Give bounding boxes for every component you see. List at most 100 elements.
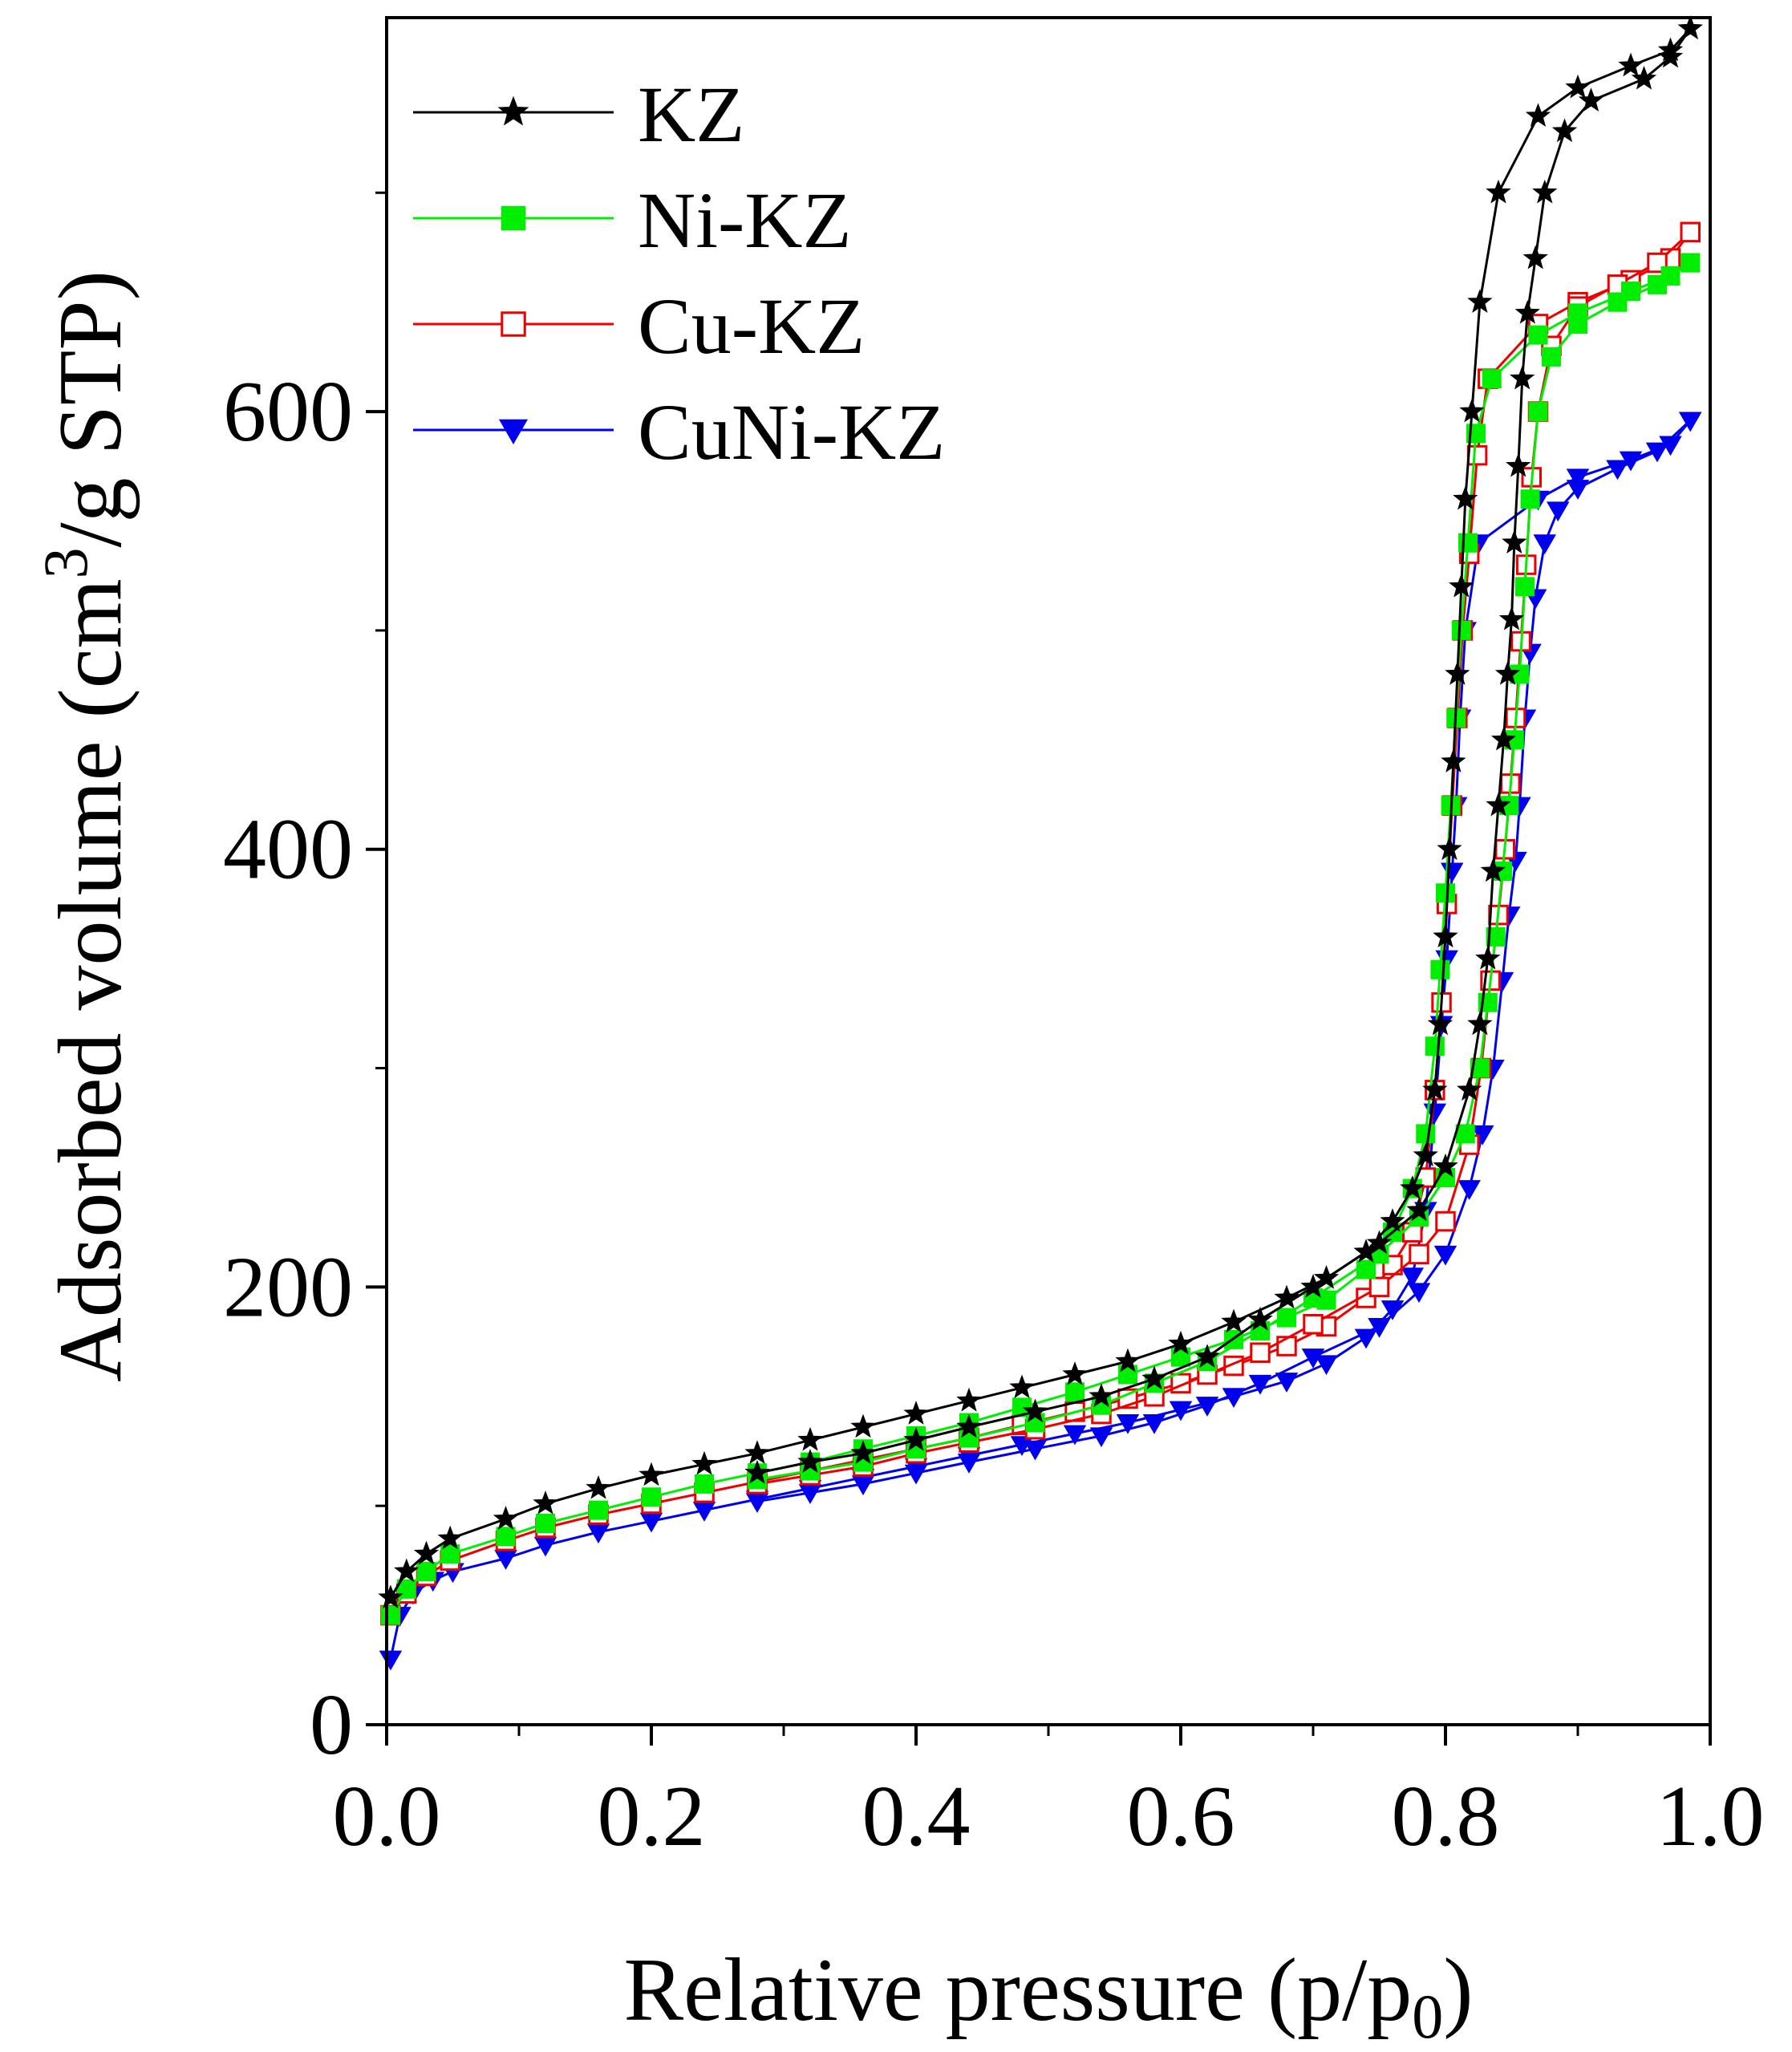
point-kz-adsorption-31 xyxy=(1449,573,1474,598)
point-kz-adsorption-28 xyxy=(1437,836,1462,861)
legend-label-cu-kz: Cu-KZ xyxy=(638,282,865,371)
point-kz-desorption-5 xyxy=(1532,179,1558,204)
legend-marker-cuni-kz xyxy=(498,419,529,445)
point-cuni-kz-adsorption-17 xyxy=(1116,1414,1140,1434)
point-kz-desorption-29 xyxy=(903,1426,929,1451)
x-tick-label-1: 0.2 xyxy=(598,1769,706,1864)
point-kz-adsorption-37 xyxy=(1565,74,1591,99)
point-kz-desorption-18 xyxy=(1457,1077,1482,1101)
x-tick-label-4: 0.8 xyxy=(1392,1769,1500,1864)
legend-item-cu-kz: Cu-KZ xyxy=(413,282,865,371)
y-tick-label-1: 200 xyxy=(223,1239,353,1335)
point-ni-kz-adsorption-25 xyxy=(1425,1036,1445,1056)
point-ni-kz-desorption-6 xyxy=(1520,489,1540,509)
point-kz-adsorption-24 xyxy=(1413,1142,1438,1166)
point-cuni-kz-adsorption-18 xyxy=(1169,1401,1193,1421)
point-ni-kz-adsorption-2 xyxy=(416,1562,436,1582)
point-kz-adsorption-13 xyxy=(956,1387,982,1412)
point-ni-kz-desorption-2 xyxy=(1608,292,1628,312)
point-ni-kz-adsorption-15 xyxy=(1065,1382,1085,1402)
point-kz-desorption-0 xyxy=(1677,15,1703,39)
x-tick-label-3: 0.6 xyxy=(1127,1769,1235,1864)
point-cuni-kz-adsorption-36 xyxy=(1619,451,1643,472)
point-kz-desorption-7 xyxy=(1514,299,1540,324)
point-cu-kz-desorption-0 xyxy=(1680,221,1701,243)
point-cuni-kz-desorption-25 xyxy=(957,1454,981,1474)
point-kz-adsorption-12 xyxy=(903,1401,929,1425)
point-kz-desorption-21 xyxy=(1366,1230,1393,1255)
x-axis-label: Relative pressure (p/p0) xyxy=(623,1940,1473,2051)
point-ni-kz-adsorption-8 xyxy=(695,1474,714,1494)
point-kz-adsorption-0 xyxy=(378,1584,403,1609)
point-kz-desorption-28 xyxy=(956,1413,982,1438)
point-kz-desorption-27 xyxy=(1022,1398,1048,1423)
point-kz-adsorption-30 xyxy=(1445,661,1470,685)
point-cuni-kz-desorption-15 xyxy=(1458,1180,1481,1200)
point-kz-adsorption-5 xyxy=(533,1490,558,1515)
point-cu-kz-desorption-18 xyxy=(1368,1276,1390,1298)
legend-label-kz: KZ xyxy=(638,70,744,159)
point-kz-desorption-3 xyxy=(1578,87,1604,112)
point-cuni-kz-desorption-19 xyxy=(1301,1348,1325,1369)
point-cuni-kz-desorption-23 xyxy=(1089,1427,1113,1448)
point-kz-desorption-32 xyxy=(744,1459,770,1484)
point-kz-adsorption-11 xyxy=(850,1413,876,1438)
point-kz-adsorption-18 xyxy=(1221,1308,1247,1333)
point-ni-kz-desorption-5 xyxy=(1528,402,1548,422)
point-cuni-kz-adsorption-20 xyxy=(1275,1373,1299,1393)
point-kz-desorption-1 xyxy=(1657,43,1684,68)
point-kz-desorption-2 xyxy=(1631,65,1657,90)
point-cuni-kz-desorption-0 xyxy=(1679,412,1702,432)
point-kz-adsorption-2 xyxy=(413,1540,440,1565)
point-kz-adsorption-33 xyxy=(1459,398,1485,423)
series-line-kz-desorption xyxy=(756,27,1692,1474)
x-tick-label-2: 0.4 xyxy=(862,1769,971,1864)
y-tick-label-2: 400 xyxy=(223,802,353,898)
point-cuni-kz-adsorption-23 xyxy=(1380,1300,1405,1320)
point-ni-kz-adsorption-0 xyxy=(380,1605,400,1625)
point-cu-kz-desorption-17 xyxy=(1409,1243,1429,1265)
point-kz-adsorption-14 xyxy=(1009,1374,1035,1399)
point-cuni-kz-desorption-3 xyxy=(1566,480,1590,500)
point-cuni-kz-desorption-14 xyxy=(1470,1125,1494,1146)
point-ni-kz-adsorption-16 xyxy=(1118,1365,1137,1385)
series-line-cuni-kz-desorption xyxy=(756,419,1692,1503)
point-kz-desorption-6 xyxy=(1522,245,1548,270)
point-cuni-kz-desorption-29 xyxy=(745,1493,769,1513)
point-cuni-kz-desorption-4 xyxy=(1547,501,1570,522)
point-cuni-kz-adsorption-7 xyxy=(586,1523,610,1544)
point-kz-adsorption-7 xyxy=(639,1462,664,1486)
point-kz-desorption-17 xyxy=(1467,1011,1493,1036)
point-kz-desorption-24 xyxy=(1194,1344,1220,1368)
point-ni-kz-desorption-0 xyxy=(1681,253,1701,273)
point-ni-kz-adsorption-34 xyxy=(1528,325,1548,345)
point-ni-kz-adsorption-7 xyxy=(642,1487,661,1507)
point-cuni-kz-desorption-28 xyxy=(798,1484,822,1505)
point-kz-desorption-25 xyxy=(1141,1365,1167,1390)
point-kz-desorption-20 xyxy=(1406,1197,1432,1222)
point-ni-kz-desorption-7 xyxy=(1515,577,1535,597)
point-cuni-kz-desorption-5 xyxy=(1533,534,1556,555)
x-tick-label-0: 0.0 xyxy=(333,1769,441,1864)
point-kz-adsorption-9 xyxy=(744,1440,770,1464)
point-kz-desorption-22 xyxy=(1300,1273,1326,1298)
point-kz-adsorption-27 xyxy=(1433,923,1458,948)
plot-area xyxy=(378,15,1703,1671)
legend-item-ni-kz: Ni-KZ xyxy=(413,176,852,265)
point-kz-adsorption-17 xyxy=(1168,1330,1194,1355)
point-kz-adsorption-36 xyxy=(1525,103,1551,128)
point-cuni-kz-adsorption-8 xyxy=(639,1512,663,1533)
point-cuni-kz-adsorption-16 xyxy=(1063,1425,1087,1446)
point-kz-desorption-4 xyxy=(1551,118,1578,143)
point-kz-desorption-11 xyxy=(1498,606,1525,631)
point-ni-kz-adsorption-24 xyxy=(1416,1124,1436,1144)
point-kz-adsorption-26 xyxy=(1427,1011,1453,1036)
point-cuni-kz-adsorption-0 xyxy=(379,1650,403,1671)
point-kz-adsorption-35 xyxy=(1486,179,1511,204)
point-ni-kz-adsorption-17 xyxy=(1171,1347,1190,1367)
point-cuni-kz-desorption-17 xyxy=(1407,1283,1431,1304)
point-ni-kz-adsorption-30 xyxy=(1451,620,1471,640)
point-ni-kz-desorption-4 xyxy=(1542,347,1561,367)
point-kz-adsorption-25 xyxy=(1422,1077,1448,1101)
